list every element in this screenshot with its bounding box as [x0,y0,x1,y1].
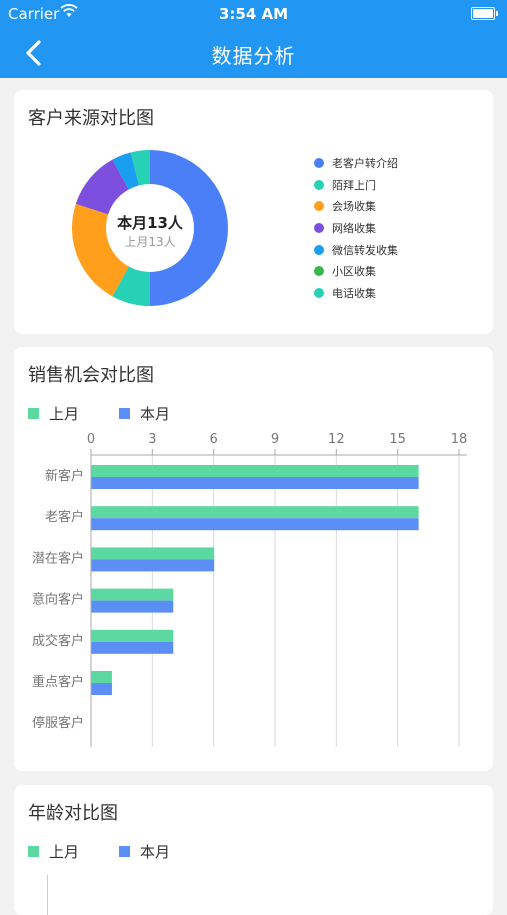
legend-item[interactable]: 老客户转介绍 [314,152,484,174]
legend-label: 本月 [140,843,171,861]
x-tick-label: 18 [451,432,468,447]
wifi-icon [60,4,78,22]
legend-swatch [119,846,131,857]
sales-opportunity-card: 销售机会对比图 上月 本月 0 3 6 9 12 15 18 新客户老客户潜在客户意向客户成交… [14,347,493,771]
donut-slice[interactable] [72,203,129,297]
y-tick-label: 新客户 [45,468,84,484]
donut-center-sub: 上月13人 [124,235,176,249]
y-tick-label: 重点客户 [32,674,84,690]
bar-this-month[interactable] [91,600,174,613]
customer-source-legend: 老客户转介绍 陌拜上门会场收集网络收集微信转发收集 小区收集电话收集 [314,152,484,304]
bar-this-month[interactable] [91,641,174,654]
legend-dot [314,244,324,255]
legend-item[interactable]: 会场收集 [314,195,484,217]
bar-last-month[interactable] [91,547,215,560]
bar-this-month[interactable] [91,559,215,572]
legend-label: 电话收集 [332,286,376,300]
legend-label: 上月 [49,843,80,861]
bar-last-month[interactable] [91,629,174,642]
legend-label: 老客户转介绍 [332,156,398,170]
legend-item[interactable]: 陌拜上门 [314,174,484,196]
bar-last-month[interactable] [91,465,419,477]
x-tick-label: 0 [87,432,95,447]
bar-this-month[interactable] [91,683,112,695]
legend-label: 会场收集 [332,200,376,214]
x-tick-label: 6 [210,432,218,447]
bar-last-month[interactable] [91,671,112,683]
nav-bar: 数据分析 [0,28,507,78]
legend-label: 微信转发收集 [332,243,398,257]
legend-dot [314,179,324,190]
customer-source-donut-chart [72,150,228,306]
x-tick-label: 3 [148,432,156,447]
bar-last-month[interactable] [91,506,419,519]
legend-dot [314,266,324,277]
chevron-left-icon [26,40,41,66]
legend-item[interactable]: 电话收集 [314,282,484,304]
legend-dot [314,222,324,233]
legend-item-this-month[interactable]: 本月 [119,841,170,862]
bar-last-month[interactable] [91,588,174,601]
age-comparison-legend: 上月 本月 [28,841,210,862]
x-tick-label: 9 [271,432,279,447]
status-bar: Carrier 3:54 AM [0,0,507,28]
donut-slice[interactable] [150,150,228,306]
legend-dot [314,201,324,212]
legend-swatch [28,408,39,419]
legend-label: 网络收集 [332,221,376,235]
legend-label: 本月 [140,405,171,423]
legend-label: 陌拜上门 [332,178,376,192]
age-comparison-card: 年龄对比图 上月 本月 [14,785,493,915]
legend-swatch [28,846,39,857]
y-tick-label: 成交客户 [32,633,84,649]
legend-item[interactable]: 小区收集 [314,260,484,282]
legend-dot [314,287,324,298]
donut-slice[interactable] [112,266,150,306]
legend-label: 上月 [49,405,80,423]
legend-dot [314,157,324,168]
status-time: 3:54 AM [218,5,289,23]
sales-opportunity-title: 销售机会对比图 [28,365,154,386]
age-comparison-title: 年龄对比图 [28,803,118,824]
bar-this-month[interactable] [91,477,419,489]
legend-swatch [119,408,131,419]
x-tick-label: 15 [389,432,406,447]
bar-this-month[interactable] [91,518,419,531]
carrier-label: Carrier [8,5,60,23]
donut-slice[interactable] [130,150,150,186]
back-button[interactable] [20,38,50,68]
legend-item-last-month[interactable]: 上月 [28,403,79,424]
legend-item-last-month[interactable]: 上月 [28,841,79,862]
sales-opportunity-legend: 上月 本月 [28,403,210,424]
y-tick-label: 老客户 [45,509,84,525]
x-tick-label: 12 [328,432,345,447]
y-tick-label: 意向客户 [32,592,84,608]
customer-source-title: 客户来源对比图 [28,108,154,129]
legend-item[interactable]: 网络收集 [314,217,484,239]
customer-source-card: 客户来源对比图 本月13人 上月13人 老客户转介绍 陌拜上门会场收集网络收集微信… [14,90,493,334]
age-chart-axis [47,875,48,915]
legend-item[interactable]: 微信转发收集 [314,239,484,261]
legend-label: 小区收集 [332,265,376,279]
page-title: 数据分析 [211,44,296,68]
battery-icon [471,7,498,20]
legend-item-this-month[interactable]: 本月 [119,403,170,424]
y-tick-label: 停服客户 [32,715,84,731]
donut-center-main: 本月13人 [117,214,183,232]
donut-slice[interactable] [75,159,129,215]
donut-slice[interactable] [112,152,140,190]
y-tick-label: 潜在客户 [32,550,84,566]
